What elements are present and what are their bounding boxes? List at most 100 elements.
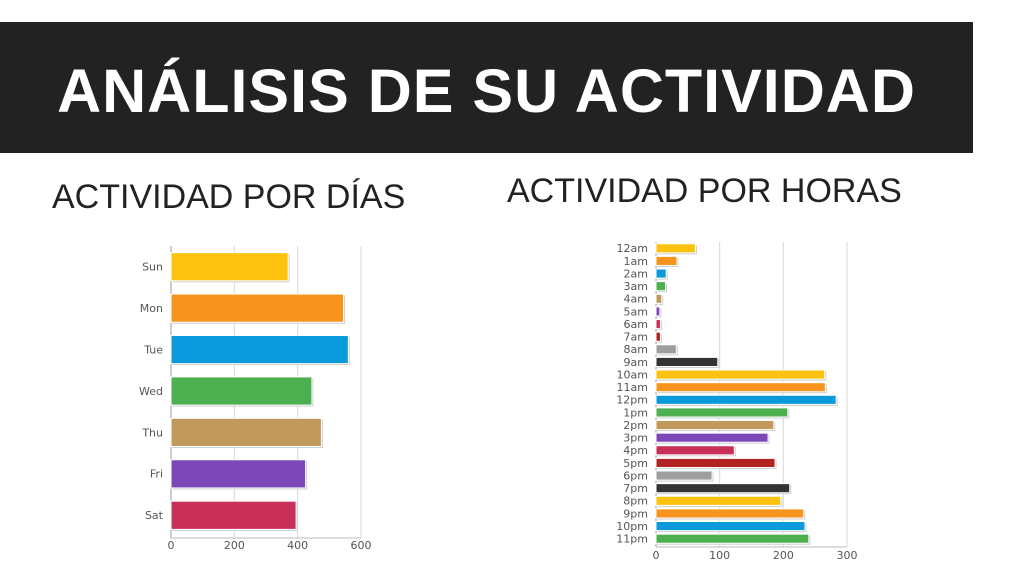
bar-shadow — [657, 396, 838, 406]
bar-shadow — [657, 485, 792, 495]
bar-shadow — [657, 321, 662, 331]
bar-3pm — [655, 432, 769, 443]
bar-4am — [655, 293, 663, 304]
category-label: 11am — [617, 381, 648, 394]
bar-shadow — [657, 358, 720, 368]
bar-shadow — [657, 409, 790, 419]
bar-shadow — [657, 497, 783, 507]
category-label: Tue — [143, 343, 163, 356]
category-label: 5am — [624, 305, 648, 318]
bar-shadow — [657, 295, 664, 305]
bar-shadow — [657, 434, 770, 444]
bar-12am — [655, 243, 696, 254]
bar-11pm — [655, 533, 810, 544]
category-label: 6pm — [623, 469, 648, 482]
x-tick-label: 200 — [224, 539, 245, 552]
x-tick-label: 200 — [773, 549, 794, 562]
bar-5am — [655, 306, 661, 317]
bar-shadow — [657, 371, 827, 381]
category-label: Mon — [140, 302, 163, 315]
bar-shadow — [657, 459, 777, 469]
category-label: 2am — [624, 267, 648, 280]
x-tick-label: 300 — [837, 549, 858, 562]
bar-shadow — [657, 257, 679, 267]
category-label: 2pm — [623, 419, 648, 432]
category-label: 5pm — [623, 457, 648, 470]
bar-fri — [170, 459, 307, 489]
category-label: 1pm — [623, 406, 648, 419]
bar-8am — [655, 344, 677, 355]
category-label: 3am — [624, 280, 648, 293]
subtitle-days: ACTIVIDAD POR DÍAS — [52, 178, 406, 216]
bar-shadow — [172, 254, 290, 283]
category-label: 9am — [624, 356, 648, 369]
category-label: 10pm — [616, 520, 648, 533]
category-label: 12am — [617, 242, 648, 255]
bar-6pm — [655, 470, 713, 481]
bar-shadow — [172, 295, 346, 324]
bar-tue — [170, 334, 349, 365]
bar-11am — [655, 382, 826, 393]
category-label: 4pm — [623, 444, 648, 457]
page-title: ANÁLISIS DE SU ACTIVIDAD — [57, 56, 916, 125]
bar-4pm — [655, 445, 735, 456]
bar-shadow — [657, 472, 714, 482]
title-bar: ANÁLISIS DE SU ACTIVIDAD — [0, 22, 973, 153]
category-label: 1am — [624, 255, 648, 268]
bar-9pm — [655, 508, 805, 519]
bar-shadow — [657, 346, 678, 356]
x-tick-label: 600 — [351, 539, 372, 552]
bar-shadow — [657, 422, 776, 432]
category-label: 4am — [624, 293, 648, 306]
bar-thu — [170, 417, 322, 448]
bar-mon — [170, 293, 345, 323]
x-tick-label: 400 — [287, 539, 308, 552]
bar-1pm — [655, 407, 789, 418]
bar-shadow — [172, 378, 314, 407]
bar-12pm — [655, 394, 837, 405]
bar-shadow — [657, 510, 806, 520]
bar-shadow — [172, 419, 323, 449]
bar-6am — [655, 319, 661, 330]
category-label: 7pm — [623, 482, 648, 495]
bar-10am — [655, 369, 826, 380]
category-label: Sun — [142, 261, 163, 274]
bar-shadow — [657, 245, 697, 255]
bar-shadow — [172, 502, 298, 531]
bar-shadow — [657, 283, 668, 293]
category-label: 7am — [624, 331, 648, 344]
category-label: Wed — [139, 385, 163, 398]
bar-shadow — [657, 447, 736, 457]
category-label: 10am — [617, 368, 648, 381]
bar-shadow — [657, 308, 662, 318]
bar-9am — [655, 356, 719, 367]
category-label: Thu — [141, 426, 163, 439]
bar-shadow — [657, 384, 827, 394]
category-label: Sat — [145, 509, 164, 522]
x-tick-label: 0 — [653, 549, 660, 562]
bar-3am — [655, 281, 667, 292]
bar-8pm — [655, 495, 782, 506]
category-label: 8pm — [623, 495, 648, 508]
bar-shadow — [657, 523, 807, 533]
category-label: 6am — [624, 318, 648, 331]
category-label: 8am — [624, 343, 648, 356]
bar-sat — [170, 500, 297, 530]
bar-2pm — [655, 420, 775, 431]
subtitle-hours: ACTIVIDAD POR HORAS — [507, 172, 902, 210]
category-label: 3pm — [623, 432, 648, 445]
category-label: 9pm — [623, 507, 648, 520]
bar-shadow — [657, 270, 668, 280]
category-label: 11pm — [616, 533, 648, 546]
bar-shadow — [172, 336, 350, 366]
bar-7am — [655, 331, 661, 342]
bar-5pm — [655, 457, 776, 468]
bar-shadow — [657, 333, 662, 343]
category-label: 12pm — [616, 394, 648, 407]
bar-1am — [655, 255, 678, 266]
bar-2am — [655, 268, 667, 279]
x-tick-label: 100 — [709, 549, 730, 562]
bar-wed — [170, 376, 313, 406]
bar-shadow — [657, 535, 811, 545]
bar-10pm — [655, 521, 806, 532]
